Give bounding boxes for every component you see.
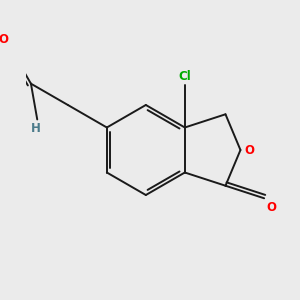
Text: Cl: Cl bbox=[178, 70, 191, 83]
Text: O: O bbox=[267, 201, 277, 214]
Text: O: O bbox=[0, 33, 8, 46]
Text: O: O bbox=[244, 143, 254, 157]
Text: H: H bbox=[31, 122, 41, 135]
